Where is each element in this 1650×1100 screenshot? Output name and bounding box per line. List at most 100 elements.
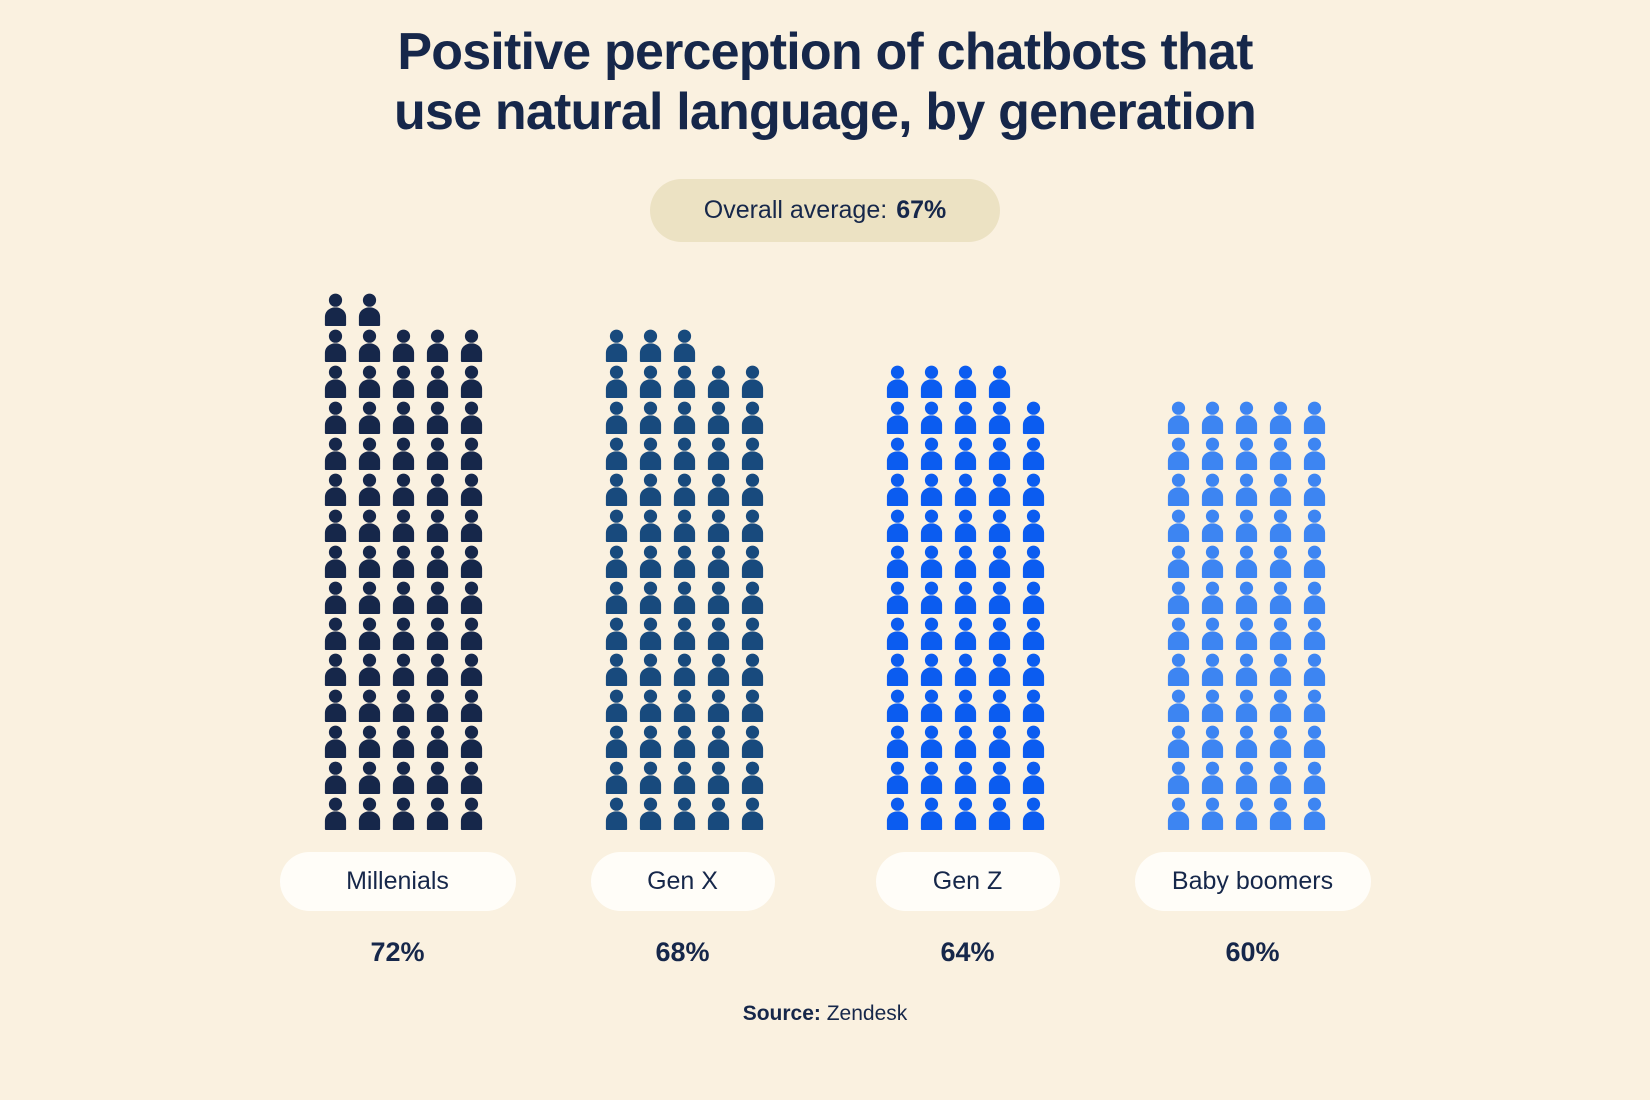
- person-icon: [1019, 725, 1048, 758]
- person-icon: [602, 653, 631, 686]
- person-icon: [738, 653, 767, 686]
- person-icon: [636, 725, 665, 758]
- category-pill-millenials[interactable]: Millenials: [279, 851, 516, 911]
- person-icon: [704, 653, 733, 686]
- person-icon: [1164, 473, 1193, 506]
- person-icon: [951, 797, 980, 830]
- person-icon: [602, 473, 631, 506]
- person-icon: [917, 401, 946, 434]
- category-pill-gen-x[interactable]: Gen X: [590, 851, 775, 911]
- person-icon: [423, 509, 452, 542]
- pictogram-column-gen-z: [883, 270, 1048, 830]
- person-icon: [1198, 509, 1227, 542]
- person-icon: [670, 689, 699, 722]
- person-icon: [738, 689, 767, 722]
- person-icon: [1019, 401, 1048, 434]
- person-icon: [917, 617, 946, 650]
- person-icon: [389, 329, 418, 362]
- person-icon: [1198, 437, 1227, 470]
- person-icon: [670, 761, 699, 794]
- person-icon: [917, 797, 946, 830]
- person-icon: [883, 725, 912, 758]
- person-icon: [883, 401, 912, 434]
- person-icon: [457, 473, 486, 506]
- person-icon: [1164, 653, 1193, 686]
- person-icon: [951, 365, 980, 398]
- person-icon: [1300, 761, 1329, 794]
- person-icon: [602, 581, 631, 614]
- category-pill-baby-boomers[interactable]: Baby boomers: [1134, 851, 1371, 911]
- person-icon: [1300, 473, 1329, 506]
- person-icon: [1300, 509, 1329, 542]
- person-icon: [636, 329, 665, 362]
- person-icon: [1198, 689, 1227, 722]
- person-icon: [602, 545, 631, 578]
- person-icon: [883, 761, 912, 794]
- pictogram-column-millenials: [321, 270, 486, 830]
- person-icon: [1232, 509, 1261, 542]
- person-icon: [636, 581, 665, 614]
- category-value-gen-x: 68%: [655, 936, 710, 967]
- person-icon: [1164, 689, 1193, 722]
- person-icon: [670, 653, 699, 686]
- person-icon: [423, 401, 452, 434]
- person-icon: [883, 437, 912, 470]
- source-label: Source:: [742, 1001, 821, 1025]
- person-icon: [457, 617, 486, 650]
- person-icon: [636, 617, 665, 650]
- category-group-baby-boomers: Baby boomers 60%: [1134, 851, 1371, 968]
- person-icon: [1300, 401, 1329, 434]
- person-icon: [1164, 545, 1193, 578]
- person-icon: [883, 617, 912, 650]
- person-icon: [951, 689, 980, 722]
- person-icon: [602, 797, 631, 830]
- person-icon: [704, 401, 733, 434]
- person-icon: [602, 689, 631, 722]
- person-icon: [704, 545, 733, 578]
- person-icon: [1019, 581, 1048, 614]
- person-icon: [951, 545, 980, 578]
- person-icon: [1232, 653, 1261, 686]
- person-icon: [917, 365, 946, 398]
- person-icon: [355, 545, 384, 578]
- person-icon: [457, 437, 486, 470]
- person-icon: [423, 365, 452, 398]
- person-icon: [423, 797, 452, 830]
- person-icon: [1198, 653, 1227, 686]
- person-icon: [636, 797, 665, 830]
- person-icon: [985, 545, 1014, 578]
- person-icon: [636, 545, 665, 578]
- person-icon: [457, 545, 486, 578]
- person-icon: [423, 581, 452, 614]
- person-icon: [423, 437, 452, 470]
- source-name: Zendesk: [826, 1001, 908, 1025]
- person-icon: [636, 761, 665, 794]
- person-icon: [602, 509, 631, 542]
- person-icon: [738, 797, 767, 830]
- person-icon: [1232, 689, 1261, 722]
- person-icon: [423, 725, 452, 758]
- person-icon-empty: [738, 329, 767, 362]
- category-pill-gen-z[interactable]: Gen Z: [875, 851, 1060, 911]
- person-icon: [389, 473, 418, 506]
- person-icon: [738, 401, 767, 434]
- person-icon: [355, 401, 384, 434]
- person-icon: [355, 617, 384, 650]
- person-icon: [985, 365, 1014, 398]
- person-icon: [321, 293, 350, 326]
- person-icon: [985, 437, 1014, 470]
- person-icon: [883, 653, 912, 686]
- person-icon: [704, 473, 733, 506]
- person-icon: [457, 725, 486, 758]
- person-icon: [917, 509, 946, 542]
- person-icon: [985, 725, 1014, 758]
- title-line-2: use natural language, by generation: [394, 83, 1257, 142]
- person-icon: [1198, 761, 1227, 794]
- person-icon: [1164, 797, 1193, 830]
- person-icon: [389, 509, 418, 542]
- person-icon: [951, 653, 980, 686]
- person-icon: [704, 725, 733, 758]
- person-icon: [1232, 401, 1261, 434]
- person-icon: [355, 509, 384, 542]
